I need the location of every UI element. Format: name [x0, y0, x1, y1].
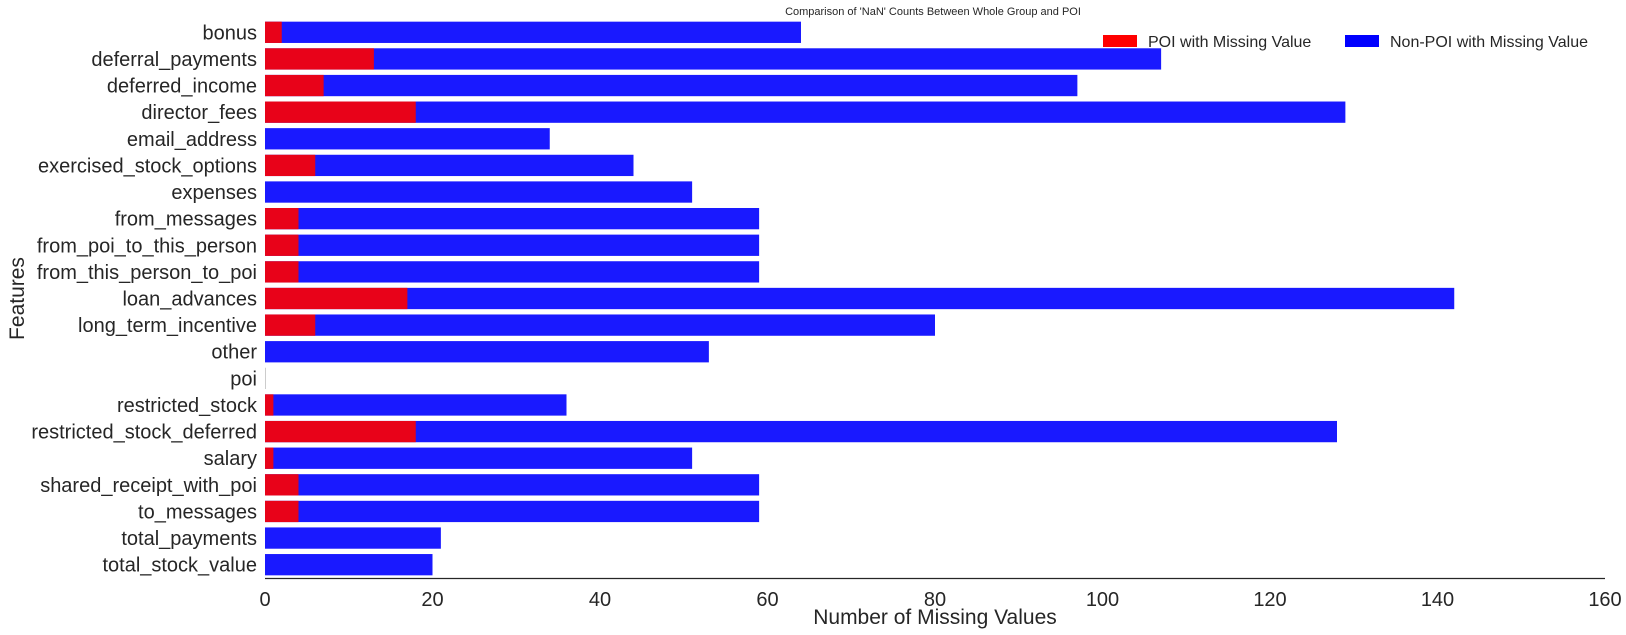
legend-swatch: [1103, 35, 1137, 47]
x-tick-label: 60: [756, 589, 778, 611]
bar-non-poi-with-missing-value-deferred-income: [265, 74, 1078, 97]
bar-non-poi-with-missing-value-total-payments: [265, 527, 441, 549]
bar-non-poi-with-missing-value-from-this-person-to-poi: [265, 261, 760, 283]
bar-poi-with-missing-value-from-this-person-to-poi: [265, 261, 299, 283]
bar-non-poi-with-missing-value-restricted-stock-deferred: [265, 420, 1337, 443]
y-tick-label: bonus: [203, 22, 258, 44]
chart-title: Comparison of 'NaN' Counts Between Whole…: [785, 6, 1081, 18]
bar-poi-with-missing-value-shared-receipt-with-poi: [265, 474, 299, 496]
bar-poi-with-missing-value-deferral-payments: [265, 48, 374, 70]
bar-non-poi-with-missing-value-other: [265, 341, 709, 363]
legend: POI with Missing Value Non-POI with Missi…: [1103, 34, 1588, 51]
bar-poi-with-missing-value-exercised-stock-options: [265, 154, 316, 177]
y-tick-label: exercised_stock_options: [38, 155, 257, 177]
bar-poi-with-missing-value-loan-advances: [265, 287, 408, 310]
legend-swatch: [1345, 35, 1379, 47]
x-tick-label: 20: [421, 589, 443, 611]
bar-poi-with-missing-value-restricted-stock: [265, 394, 274, 416]
x-tick-label: 120: [1253, 589, 1286, 611]
bar-poi-with-missing-value-restricted-stock-deferred: [265, 420, 416, 443]
bar-non-poi-with-missing-value-deferral-payments: [265, 48, 1162, 70]
y-tick-label: salary: [204, 448, 257, 470]
bar-poi-with-missing-value-bonus: [265, 21, 282, 43]
y-tick-label: from_this_person_to_poi: [37, 262, 257, 284]
bar-poi-with-missing-value-salary: [265, 447, 274, 469]
bar-non-poi-with-missing-value-from-messages: [265, 207, 760, 230]
bar-non-poi-with-missing-value-email-address: [265, 128, 550, 150]
bar-non-poi-with-missing-value-bonus: [265, 21, 801, 43]
x-axis-tick-labels: 0 20 40 60 80 100 120 140 160: [259, 589, 1621, 611]
bar-non-poi-with-missing-value-from-poi-to-this-person: [265, 234, 760, 256]
y-tick-label: director_fees: [141, 102, 257, 124]
x-tick-label: 80: [924, 589, 946, 611]
bar-poi-with-missing-value-long-term-incentive: [265, 314, 316, 336]
y-tick-label: loan_advances: [122, 289, 257, 311]
series-non-poi-with-missing-value: [265, 21, 1455, 576]
bar-poi-with-missing-value-director-fees: [265, 101, 416, 123]
bar-non-poi-with-missing-value-total-stock-value: [265, 554, 433, 576]
legend-item-non-poi-with-missing-value: Non-POI with Missing Value: [1345, 34, 1588, 51]
bar-non-poi-with-missing-value-director-fees: [265, 101, 1346, 123]
bars: [265, 21, 1455, 576]
bar-non-poi-with-missing-value-to-messages: [265, 500, 760, 523]
y-tick-label: expenses: [171, 182, 257, 204]
y-tick-label: total_payments: [121, 528, 257, 550]
x-axis-title: Number of Missing Values: [813, 606, 1057, 629]
x-tick-label: 160: [1588, 589, 1621, 611]
bar-non-poi-with-missing-value-exercised-stock-options: [265, 154, 634, 177]
legend-label: POI with Missing Value: [1148, 34, 1311, 51]
bar-poi-with-missing-value-from-poi-to-this-person: [265, 234, 299, 256]
x-tick-label: 0: [259, 589, 270, 611]
y-tick-label: poi: [230, 368, 257, 390]
x-tick-label: 40: [589, 589, 611, 611]
y-tick-label: from_poi_to_this_person: [37, 235, 257, 257]
series-poi-with-missing-value: [265, 21, 416, 523]
bar-poi-with-missing-value-deferred-income: [265, 74, 324, 97]
bar-non-poi-with-missing-value-shared-receipt-with-poi: [265, 474, 760, 496]
bar-non-poi-with-missing-value-expenses: [265, 181, 693, 203]
x-tick-label: 100: [1086, 589, 1119, 611]
bar-non-poi-with-missing-value-salary: [265, 447, 693, 469]
x-tick-label: 140: [1421, 589, 1454, 611]
y-axis-tick-labels: bonus deferral_payments deferred_incomedir…: [31, 22, 258, 576]
y-tick-label: deferral_payments: [91, 49, 257, 71]
y-tick-label: restricted_stock: [117, 395, 258, 417]
y-tick-label: restricted_stock_deferred: [31, 422, 257, 444]
legend-item-poi-with-missing-value: POI with Missing Value: [1103, 34, 1311, 51]
y-tick-label: other: [211, 342, 257, 364]
bar-poi-with-missing-value-to-messages: [265, 500, 299, 523]
bar-non-poi-with-missing-value-loan-advances: [265, 287, 1455, 310]
y-tick-label: from_messages: [115, 209, 257, 231]
bar-non-poi-with-missing-value-long-term-incentive: [265, 314, 935, 336]
y-tick-label: deferred_income: [107, 76, 257, 98]
y-tick-label: shared_receipt_with_poi: [40, 475, 257, 497]
legend-label: Non-POI with Missing Value: [1390, 34, 1588, 51]
bar-poi-with-missing-value-from-messages: [265, 207, 299, 230]
y-axis-title: Features: [6, 257, 29, 340]
bar-non-poi-with-missing-value-restricted-stock: [265, 394, 567, 416]
y-tick-label: email_address: [127, 129, 257, 151]
y-tick-label: long_term_incentive: [78, 315, 257, 337]
y-tick-label: to_messages: [138, 501, 257, 523]
y-tick-label: total_stock_value: [102, 555, 257, 577]
